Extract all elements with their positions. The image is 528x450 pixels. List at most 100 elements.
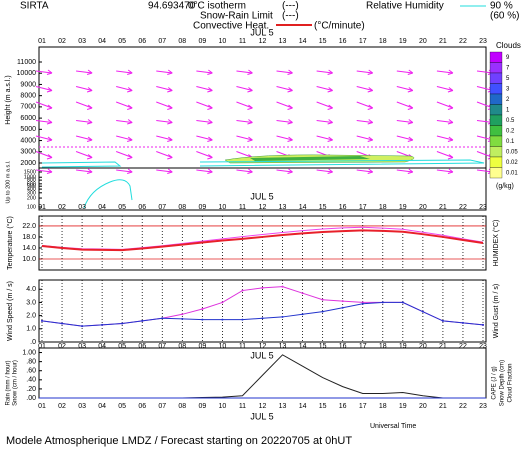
wind-arrow-head: [247, 104, 253, 110]
series-point: [201, 308, 204, 311]
y-tick-label: 10.0: [22, 256, 36, 263]
wind-arrow-head: [407, 69, 414, 75]
wind-arrow-head: [447, 69, 454, 75]
wind-arrow-head: [327, 119, 333, 125]
wind-arrow: [116, 70, 133, 74]
wind-arrow: [316, 135, 333, 141]
wind-arrow: [156, 135, 173, 141]
hour-label: 03: [78, 38, 86, 45]
wind-arrow: [276, 135, 293, 141]
wind-arrow-head: [407, 168, 414, 174]
y-tick-label: 4.0: [26, 286, 36, 293]
y-tick-label: .0: [30, 339, 36, 346]
wind-arrow-head: [327, 87, 333, 93]
wind-arrow-head: [86, 168, 93, 174]
wind-arrow: [156, 101, 173, 109]
wind-arrow: [196, 70, 213, 74]
colorbar-cell: [489, 114, 503, 126]
wind-arrow: [116, 120, 133, 123]
axis-label: Rain (mm / hour): [6, 360, 12, 405]
convective: Convective Heat.: [193, 21, 269, 32]
colorbar-cell: [489, 93, 503, 105]
hour-label: 05: [118, 204, 126, 211]
wind-arrow: [35, 86, 53, 91]
wind-arrow-head: [287, 87, 293, 93]
hour-label: 11: [239, 38, 246, 45]
wind-arrow: [276, 70, 293, 74]
wind-arrow-head: [247, 119, 253, 125]
y-tick-label: 22.0: [22, 223, 36, 230]
snow-limit: Snow-Rain Limit: [200, 11, 273, 22]
series-point: [301, 292, 304, 295]
hour-label: 22: [459, 343, 467, 350]
wind-arrow-head: [167, 87, 173, 93]
hour-label: 13: [279, 38, 287, 45]
wind-arrow-head: [327, 136, 333, 142]
y-tick-label: .80: [26, 358, 36, 365]
wind-arrow-head: [86, 154, 93, 160]
hour-label: 17: [359, 403, 367, 410]
y-tick-label: .60: [26, 368, 36, 375]
y-tick-label: 8000: [20, 93, 36, 100]
rh: Relative Humidity: [366, 1, 444, 12]
wind-arrow-head: [127, 136, 133, 142]
hour-label: 23: [479, 38, 487, 45]
wind-arrow: [396, 120, 413, 123]
wind-arrow-head: [127, 104, 133, 110]
wind-arrow: [236, 169, 253, 173]
wind-arrow-head: [447, 168, 454, 174]
colorbar-cell: [489, 83, 503, 95]
wind-arrow: [116, 169, 133, 173]
wind-arrow: [276, 101, 293, 109]
series-point: [201, 318, 204, 321]
series-point: [441, 319, 444, 322]
panel-frame: [38, 46, 487, 211]
hour-label: 08: [178, 38, 186, 45]
y-tick-label: 5000: [20, 126, 36, 133]
axis-label: Snow (cm / hour): [13, 360, 19, 406]
hour-label: 07: [158, 343, 166, 350]
wind-arrow: [356, 135, 373, 141]
hour-label: 05: [118, 38, 126, 45]
series-point: [461, 321, 464, 324]
y-tick-label: 18.0: [22, 234, 36, 241]
hour-label: 16: [339, 38, 347, 45]
series-point: [221, 301, 224, 304]
series-point: [361, 302, 364, 305]
hour-label: 14: [299, 38, 307, 45]
colorbar-cell: [489, 62, 503, 74]
hour-label: 07: [158, 204, 166, 211]
y-tick-label: .40: [26, 377, 36, 384]
hour-label: 09: [198, 343, 206, 350]
y-tick-label: 1000: [24, 175, 36, 181]
wind-arrow: [236, 151, 253, 158]
wind-arrow-head: [327, 104, 333, 110]
hour-label: 21: [439, 343, 447, 350]
hour-label: 18: [379, 403, 387, 410]
wind-arrow: [396, 101, 413, 109]
hour-label: 01: [38, 204, 46, 211]
hour-label: 22: [459, 38, 467, 45]
hour-label: 20: [419, 204, 427, 211]
hour-label: 02: [58, 343, 66, 350]
panel-title: JUL 5: [250, 350, 273, 360]
wind-arrow: [35, 169, 53, 173]
hour-label: 02: [58, 204, 66, 211]
hour-label: 04: [98, 204, 106, 211]
y-tick-label: 3.0: [26, 299, 36, 306]
hour-label: 22: [459, 403, 467, 410]
wind-arrow-head: [86, 87, 93, 93]
hour-label: 17: [359, 38, 367, 45]
hour-label: 18: [379, 343, 387, 350]
series-point: [482, 323, 484, 326]
cloud-core: [250, 156, 370, 161]
y-tick-label: .20: [26, 386, 36, 393]
y-tick-label: 1500: [24, 169, 36, 175]
rh-contour: [41, 159, 485, 168]
wind-arrow: [356, 120, 373, 123]
y-tick-label: .00: [26, 395, 36, 402]
wind-arrow: [76, 120, 93, 123]
wind-arrow-head: [287, 168, 293, 174]
hour-label: 23: [479, 403, 487, 410]
hour-label: 10: [219, 403, 227, 410]
